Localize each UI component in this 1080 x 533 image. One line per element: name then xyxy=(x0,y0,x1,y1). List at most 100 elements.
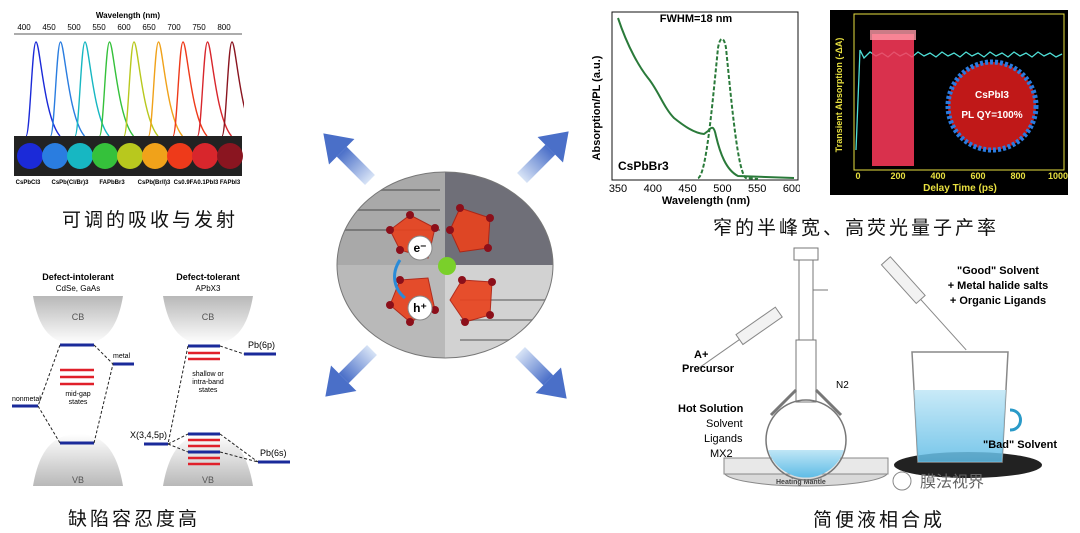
cuvette-glow xyxy=(872,34,914,166)
synthesis-panel: Heating Mantle N2 A+ Precursor Hot Solut… xyxy=(676,240,1076,502)
pb6p-label: Pb(6p) xyxy=(248,340,275,350)
absorption-curve xyxy=(617,17,795,179)
x-orbital-label: X(3,4,5p) xyxy=(130,430,167,440)
caption-tunable: 可调的吸收与发射 xyxy=(62,209,239,231)
defect-tolerant-title: Defect-tolerant xyxy=(176,272,240,282)
n2-label: N2 xyxy=(836,380,849,391)
ta-xtick: 1000 xyxy=(1048,171,1068,181)
ta-xtick: 0 xyxy=(855,171,860,181)
spectra-tick: 500 xyxy=(67,23,81,32)
sample-label: CsPbCl3 xyxy=(16,180,41,186)
sample-label: CsPb(Br/I)3 xyxy=(138,180,171,186)
sample-label: FAPbI3 xyxy=(220,180,241,186)
pl-xtick: 600 xyxy=(783,183,800,195)
sample-label: FAPbBr3 xyxy=(99,180,125,186)
arrow-top-left xyxy=(323,133,375,185)
shallow-line2: intra-band xyxy=(192,379,224,386)
perovskite-ellipse: e⁻ h⁺ xyxy=(337,172,553,358)
ta-xtick: 400 xyxy=(930,171,945,181)
pl-chart: Absorption/PL (a.u.) FWHM=18 nm CsPbBr3 … xyxy=(588,8,801,208)
ta-xtick: 200 xyxy=(890,171,905,181)
emission-curve xyxy=(25,41,61,137)
metal-salts-label: + Metal halide salts xyxy=(948,280,1049,292)
ta-xlabel: Delay Time (ps) xyxy=(923,183,997,194)
spectra-tick: 550 xyxy=(92,23,106,32)
emission-curve xyxy=(172,41,208,137)
sample-label: CsPb(Cl/Br)3 xyxy=(51,180,89,186)
spectra-tick: 400 xyxy=(17,23,31,32)
nanocrystal-vial xyxy=(117,143,143,169)
emission-curve xyxy=(147,41,184,137)
wechat-icon xyxy=(892,471,912,491)
emission-curve xyxy=(196,41,233,137)
nanocrystal-vial xyxy=(217,143,243,169)
caption-defect-tolerance: 缺陷容忍度高 xyxy=(68,508,201,530)
emission-curve xyxy=(98,41,135,137)
shallow-line1: shallow or xyxy=(192,371,224,378)
nanocrystal-vial xyxy=(142,143,168,169)
bad-solvent-label: "Bad" Solvent xyxy=(983,439,1057,451)
spectra-tick: 750 xyxy=(192,23,206,32)
arrow-top-right xyxy=(517,131,569,183)
spectra-panel: Wavelength (nm) 400 450 500 550 600 650 700 750… xyxy=(12,8,257,186)
mx2-label: MX2 xyxy=(710,448,733,460)
pl-ylabel: Absorption/PL (a.u.) xyxy=(591,55,603,160)
ligands-label: Ligands xyxy=(704,433,743,445)
good-solvent-label: "Good" Solvent xyxy=(957,265,1039,277)
precursor-label: Precursor xyxy=(682,363,735,375)
a-site-cation xyxy=(438,257,456,275)
nanocrystal-vial xyxy=(167,143,193,169)
ta-xtick: 600 xyxy=(970,171,985,181)
qy-sphere xyxy=(945,59,1039,153)
nonmetal-label: nonmetal xyxy=(12,396,41,403)
nanocrystal-vial xyxy=(192,143,218,169)
ta-compound: CsPbI3 xyxy=(975,90,1009,101)
nanocrystal-vial xyxy=(17,143,43,169)
arrow-bottom-left xyxy=(325,345,377,397)
pl-fwhm-annotation: FWHM=18 nm xyxy=(660,13,733,25)
defect-panel: Defect-intolerant CdSe, GaAs Defect-tole… xyxy=(8,268,308,500)
emission-curve xyxy=(221,41,257,137)
right-cb-label: CB xyxy=(202,312,215,322)
left-vb-label: VB xyxy=(72,475,84,485)
nanocrystal-vial xyxy=(92,143,118,169)
pl-xtick: 350 xyxy=(609,183,627,195)
pl-xlabel: Wavelength (nm) xyxy=(662,195,751,207)
pl-xtick: 500 xyxy=(713,183,731,195)
pl-xtick: 400 xyxy=(644,183,662,195)
midgap-line2: states xyxy=(69,399,88,406)
heating-mantle-label: Heating Mantle xyxy=(776,479,826,486)
center-figure: e⁻ h⁺ xyxy=(300,100,590,430)
defect-tolerant-sub: APbX3 xyxy=(196,284,221,293)
metal-label: metal xyxy=(113,353,131,360)
pl-xtick: 450 xyxy=(678,183,696,195)
watermark: 膜法视界 xyxy=(920,473,984,491)
emission-curve xyxy=(123,41,159,137)
spectra-tick: 600 xyxy=(117,23,131,32)
hot-solution-label: Hot Solution xyxy=(678,403,744,415)
shallow-line3: states xyxy=(199,387,218,394)
defect-intolerant-title: Defect-intolerant xyxy=(42,272,114,282)
ta-chart: Transient Absorption (-ΔA) CsPbI3 PL QY=… xyxy=(830,10,1068,195)
spectra-tick: 700 xyxy=(167,23,181,32)
organic-ligands-label: + Organic Ligands xyxy=(950,295,1046,307)
pl-xtick: 550 xyxy=(748,183,766,195)
electron-label: e⁻ xyxy=(413,241,426,255)
midgap-line1: mid-gap xyxy=(65,391,90,398)
ta-xtick: 800 xyxy=(1010,171,1025,181)
pl-compound-label: CsPbBr3 xyxy=(618,159,669,173)
arrow-bottom-right xyxy=(515,347,567,399)
pl-curve xyxy=(697,38,759,180)
caption-easy-synthesis: 简便液相合成 xyxy=(813,509,946,531)
sample-label: Cs0.9FA0.1PbI3 xyxy=(174,180,219,186)
solvent-label: Solvent xyxy=(706,418,743,430)
spectra-figure: Wavelength (nm) 400 450 500 550 600 650 700 750… xyxy=(14,11,257,186)
spectra-tick: 800 xyxy=(217,23,231,32)
emission-curve xyxy=(74,41,110,137)
emission-curve xyxy=(49,41,86,137)
spectra-tick: 450 xyxy=(42,23,56,32)
spectra-axis-title: Wavelength (nm) xyxy=(96,11,160,20)
spectra-tick: 650 xyxy=(142,23,156,32)
hole-label: h⁺ xyxy=(413,301,427,315)
defect-intolerant-sub: CdSe, GaAs xyxy=(56,284,100,293)
